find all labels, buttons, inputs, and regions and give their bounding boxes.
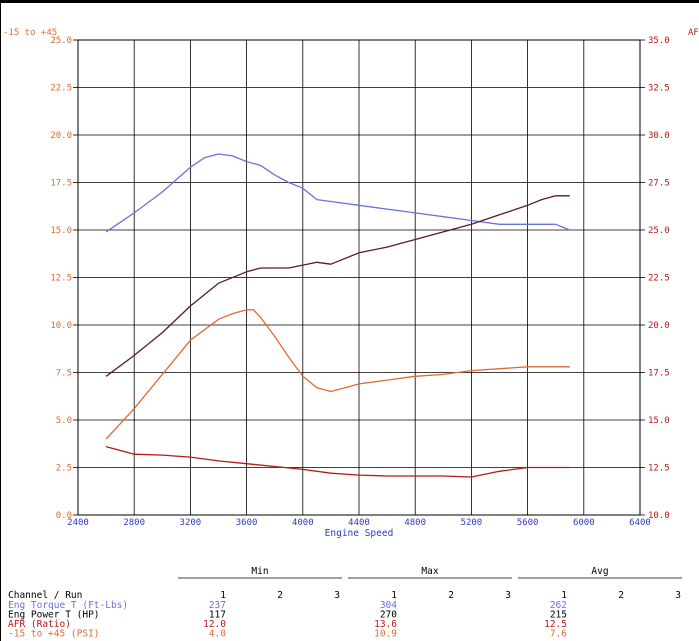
stat-value: 270 <box>380 610 397 621</box>
right-axis-title: AF <box>688 28 699 38</box>
stat-value: 4.0 <box>209 629 226 640</box>
group-header: Min <box>251 566 268 577</box>
stat-value: 12.5 <box>544 619 567 630</box>
run-label: 2 <box>277 590 283 601</box>
channel-name: AFR (Ratio) <box>8 619 71 630</box>
run-label: 3 <box>505 590 511 601</box>
run-label: 2 <box>618 590 624 601</box>
run-label: 1 <box>391 590 397 601</box>
stat-value: 117 <box>209 610 226 621</box>
run-label: 2 <box>448 590 454 601</box>
right-tick-label: 25.0 <box>648 226 670 236</box>
stat-value: 304 <box>380 600 397 611</box>
left-tick-label: 10.0 <box>50 321 72 331</box>
right-tick-label: 22.5 <box>648 274 670 284</box>
x-tick-label: 5200 <box>461 518 483 528</box>
right-tick-label: 32.5 <box>648 84 670 94</box>
right-tick-label: 30.0 <box>648 131 670 141</box>
series-line <box>105 309 570 440</box>
grid <box>73 39 645 516</box>
right-tick-label: 15.0 <box>648 416 670 426</box>
x-tick-label: 6400 <box>629 518 651 528</box>
x-tick-label: 4800 <box>404 518 426 528</box>
left-axis-title: -15 to +45 <box>3 28 57 38</box>
run-label: 1 <box>561 590 567 601</box>
stat-value: 237 <box>209 600 226 611</box>
x-tick-label: 2800 <box>123 518 145 528</box>
series-line <box>105 445 570 478</box>
left-tick-label: 22.5 <box>50 84 72 94</box>
stat-value: 215 <box>550 610 567 621</box>
right-tick-label: 10.0 <box>648 511 670 521</box>
right-tick-label: 12.5 <box>648 464 670 474</box>
x-axis-label: Engine Speed <box>325 528 394 539</box>
run-label: 3 <box>675 590 681 601</box>
group-header: Max <box>421 566 438 577</box>
left-tick-label: 25.0 <box>50 36 72 46</box>
left-tick-label: 12.5 <box>50 274 72 284</box>
left-tick-label: 5.0 <box>56 416 72 426</box>
group-header: Avg <box>591 566 608 577</box>
x-tick-label: 5600 <box>517 518 539 528</box>
x-tick-label: 6000 <box>573 518 595 528</box>
right-tick-label: 20.0 <box>648 321 670 331</box>
stat-value: 10.9 <box>374 629 397 640</box>
stat-value: 13.6 <box>374 619 397 630</box>
channel-name: Eng Power T (HP) <box>8 610 100 621</box>
left-tick-label: 2.5 <box>56 464 72 474</box>
stat-value: 12.0 <box>203 619 226 630</box>
run-label: 3 <box>334 590 340 601</box>
stat-value: 262 <box>550 600 567 611</box>
channel-name: -15 to +45 (PSI) <box>8 629 100 640</box>
x-tick-label: 3600 <box>236 518 258 528</box>
right-tick-label: 27.5 <box>648 179 670 189</box>
stat-value: 7.6 <box>550 629 567 640</box>
series-line <box>105 153 571 233</box>
right-tick-label: 17.5 <box>648 369 670 379</box>
left-tick-label: 17.5 <box>50 179 72 189</box>
right-tick-label: 35.0 <box>648 36 670 46</box>
run-label: 1 <box>220 590 226 601</box>
x-tick-label: 3200 <box>180 518 202 528</box>
left-tick-label: 20.0 <box>50 131 72 141</box>
left-tick-label: 15.0 <box>50 226 72 236</box>
left-tick-label: 7.5 <box>56 369 72 379</box>
x-tick-label: 2400 <box>67 518 89 528</box>
left-tick-label: 0.0 <box>56 511 72 521</box>
series-lines <box>105 153 571 478</box>
x-tick-label: 4400 <box>348 518 370 528</box>
channel-run-header: Channel / Run <box>8 590 82 601</box>
axes: 2400 2800 3200 3600 4000 4400 4800 5200 5600 6000… <box>3 28 699 539</box>
series-line <box>105 195 570 377</box>
x-tick-label: 4000 <box>292 518 314 528</box>
channel-name: Eng Torque T (Ft-Lbs) <box>8 600 128 611</box>
